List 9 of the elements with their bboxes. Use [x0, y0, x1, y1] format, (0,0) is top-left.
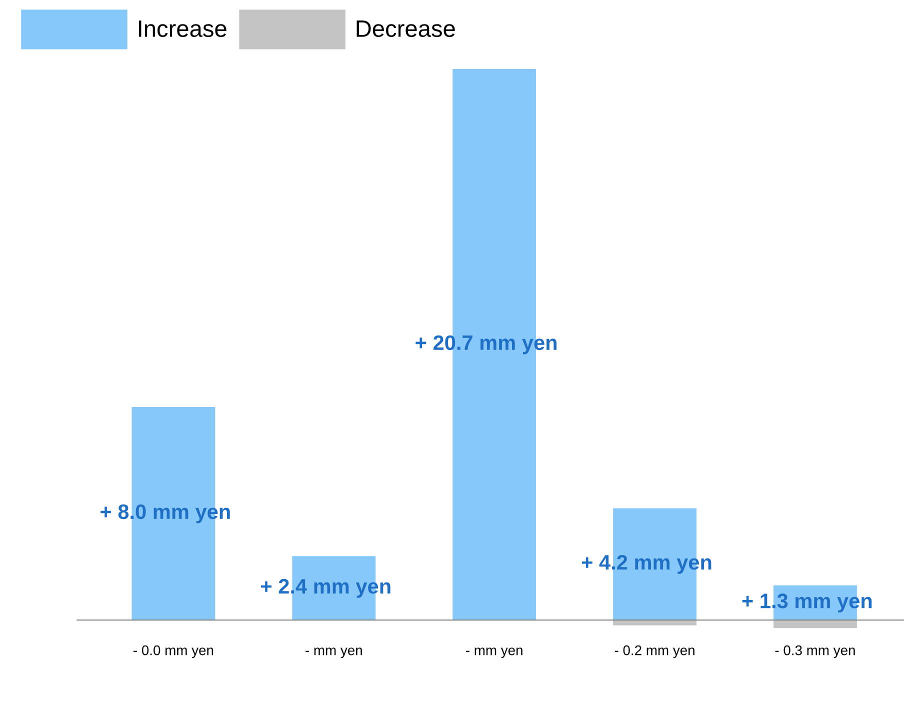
legend-label: Increase — [138, 20, 226, 38]
legend-label: Decrease — [356, 20, 455, 38]
x-tick-label: - 0.3 mm yen — [775, 645, 855, 658]
x-tick-label: - 0.0 mm yen — [134, 645, 214, 658]
bar — [613, 620, 696, 626]
x-tick-label: - 0.2 mm yen — [614, 645, 694, 658]
x-tick-label: - mm yen — [466, 648, 522, 658]
bar — [774, 620, 857, 628]
x-tick-label: - mm yen — [306, 648, 362, 658]
